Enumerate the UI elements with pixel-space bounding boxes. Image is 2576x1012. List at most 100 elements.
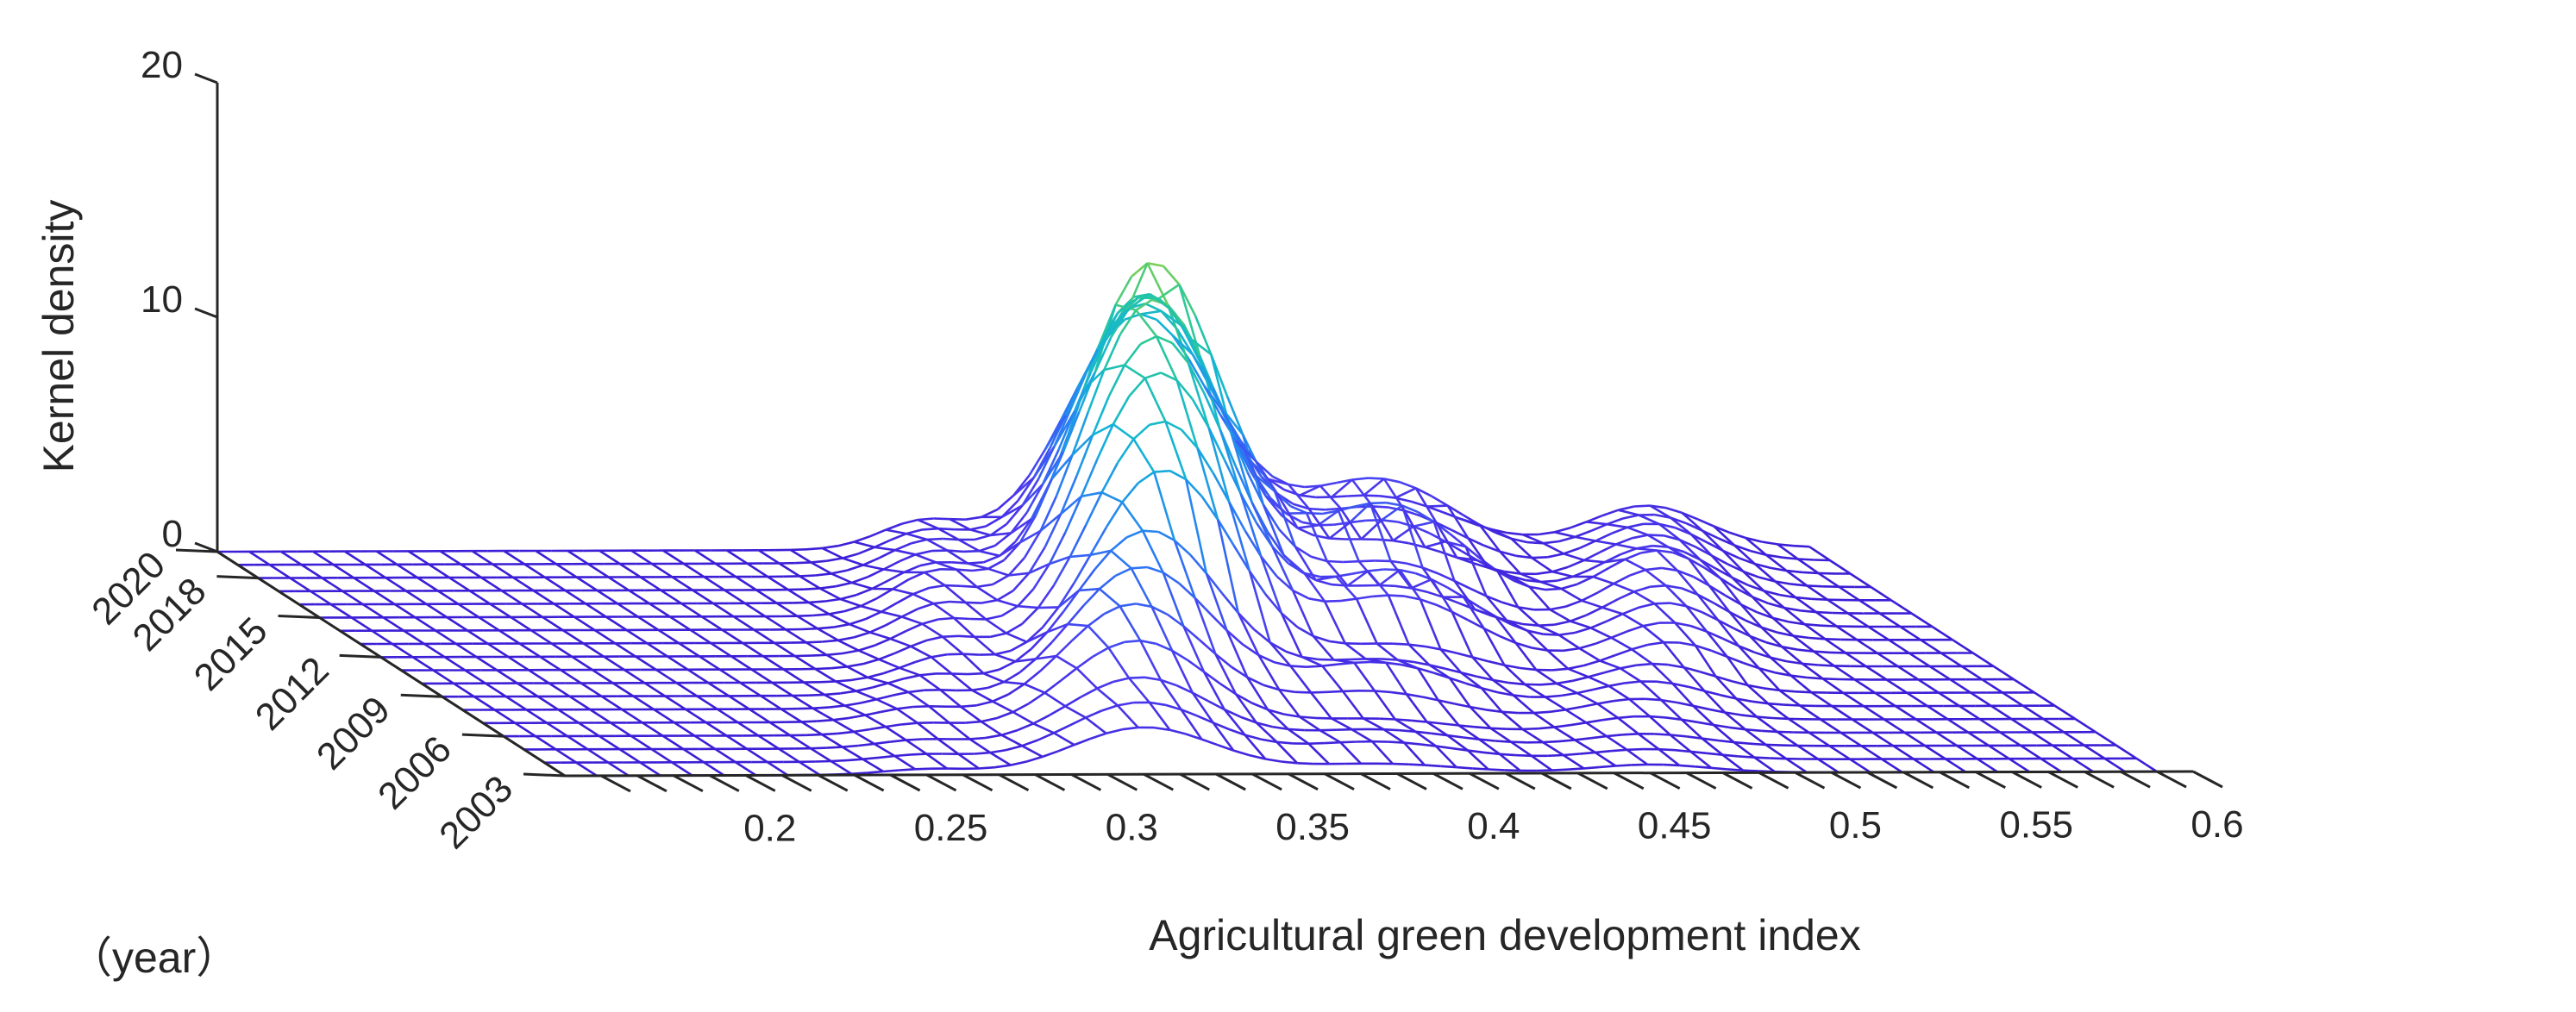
mesh-segment [728, 695, 750, 710]
mesh-segment [1069, 716, 1087, 727]
mesh-segment [1126, 529, 1144, 539]
mesh-column [439, 550, 789, 777]
x-tick-label: 0.25 [914, 807, 988, 849]
mesh-segment [1713, 602, 1731, 614]
mesh-segment [907, 690, 930, 708]
mesh-column [1235, 440, 1585, 770]
mesh-segment [1028, 547, 1046, 574]
mesh-segment [1547, 753, 1564, 758]
mesh-segment [1738, 755, 1755, 759]
mesh-segment [1458, 517, 1480, 526]
mesh-segment [1160, 678, 1177, 687]
mesh-segment [599, 549, 621, 565]
mesh-segment [874, 742, 896, 758]
mesh-segment [1297, 527, 1314, 537]
mesh-segment [990, 532, 1012, 537]
mesh-segment [1714, 675, 1738, 700]
mesh-segment [1806, 584, 1828, 601]
mesh-segment [892, 588, 914, 596]
mesh-segment [1738, 645, 1760, 670]
mesh-segment [1307, 742, 1331, 765]
mesh-segment [858, 742, 874, 747]
mesh-segment [990, 632, 1007, 639]
mesh-segment [1671, 683, 1695, 707]
mesh-segment [1071, 434, 1094, 456]
mesh-segment [1064, 705, 1087, 719]
mesh-segment [1371, 740, 1394, 765]
mesh-segment [1608, 682, 1626, 688]
mesh-column [1395, 487, 1744, 771]
mesh-segment [858, 644, 875, 652]
mesh-segment [1012, 572, 1031, 592]
mesh-segment [1785, 758, 1808, 773]
mesh-segment [1312, 635, 1335, 661]
mesh-segment [1017, 588, 1035, 608]
mesh-segment [1545, 696, 1567, 711]
mesh-segment [1010, 760, 1027, 766]
mesh-segment [1388, 740, 1405, 744]
mesh-segment [812, 706, 830, 709]
mesh-segment [1583, 659, 1601, 667]
mesh-segment [1551, 667, 1569, 672]
mesh-segment [1674, 622, 1696, 647]
mesh-segment [382, 616, 404, 632]
mesh-segment [1039, 513, 1062, 532]
mesh-segment [780, 708, 803, 723]
mesh-column [1713, 525, 2063, 773]
mesh-segment [1155, 335, 1178, 381]
mesh-segment [1342, 690, 1359, 693]
mesh-segment [896, 708, 918, 724]
mesh-segment [2103, 757, 2126, 773]
mesh-segment [1141, 530, 1164, 573]
mesh-segment [1350, 519, 1366, 524]
mesh-segment [1107, 364, 1126, 397]
mesh-segment [931, 549, 948, 553]
mesh-segment [1282, 554, 1306, 574]
mesh-segment [1888, 639, 1910, 654]
mesh-segment [1154, 469, 1170, 473]
mesh-segment [1329, 640, 1345, 645]
mesh-segment [1073, 372, 1096, 412]
mesh-segment [867, 672, 884, 679]
x-tick-mark [1034, 773, 1066, 791]
mesh-segment [1464, 546, 1488, 597]
mesh-segment [908, 689, 924, 694]
mesh-segment [392, 642, 414, 659]
mesh-segment [1283, 713, 1301, 718]
mesh-segment [1733, 741, 1756, 759]
mesh-segment [924, 571, 946, 587]
mesh-segment [1075, 667, 1099, 690]
mesh-segment [1572, 676, 1589, 683]
mesh-segment [535, 549, 557, 565]
mesh-segment [1223, 709, 1246, 736]
year-tick-label: 2006 [370, 728, 460, 818]
mesh-row-2011 [401, 420, 1994, 672]
mesh-segment [573, 615, 596, 632]
mesh-segment [2013, 678, 2035, 694]
mesh-segment [1030, 631, 1049, 650]
mesh-segment [1674, 622, 1691, 628]
mesh-segment [840, 690, 856, 695]
mesh-segment [1171, 649, 1189, 662]
mesh-segment [1508, 574, 1531, 588]
mesh-segment [1763, 590, 1780, 597]
mesh-segment [1467, 749, 1489, 771]
mesh-segment [951, 672, 968, 676]
mesh-column [1681, 511, 2031, 773]
mesh-segment [1802, 571, 1819, 575]
mesh-segment [411, 656, 435, 672]
mesh-segment [1639, 680, 1663, 702]
mesh-segment [523, 563, 546, 578]
mesh-segment [1035, 641, 1053, 660]
mesh-segment [539, 655, 561, 672]
mesh-segment [1960, 665, 1983, 681]
mesh-segment [1057, 743, 1075, 753]
mesh-segment [915, 553, 937, 564]
mesh-segment [915, 549, 932, 556]
mesh-segment [810, 747, 827, 750]
mesh-segment [1192, 354, 1215, 390]
mesh-segment [1842, 691, 1865, 708]
mesh-segment [1424, 540, 1446, 549]
mesh-segment [985, 618, 1007, 634]
mesh-segment [1265, 758, 1282, 763]
